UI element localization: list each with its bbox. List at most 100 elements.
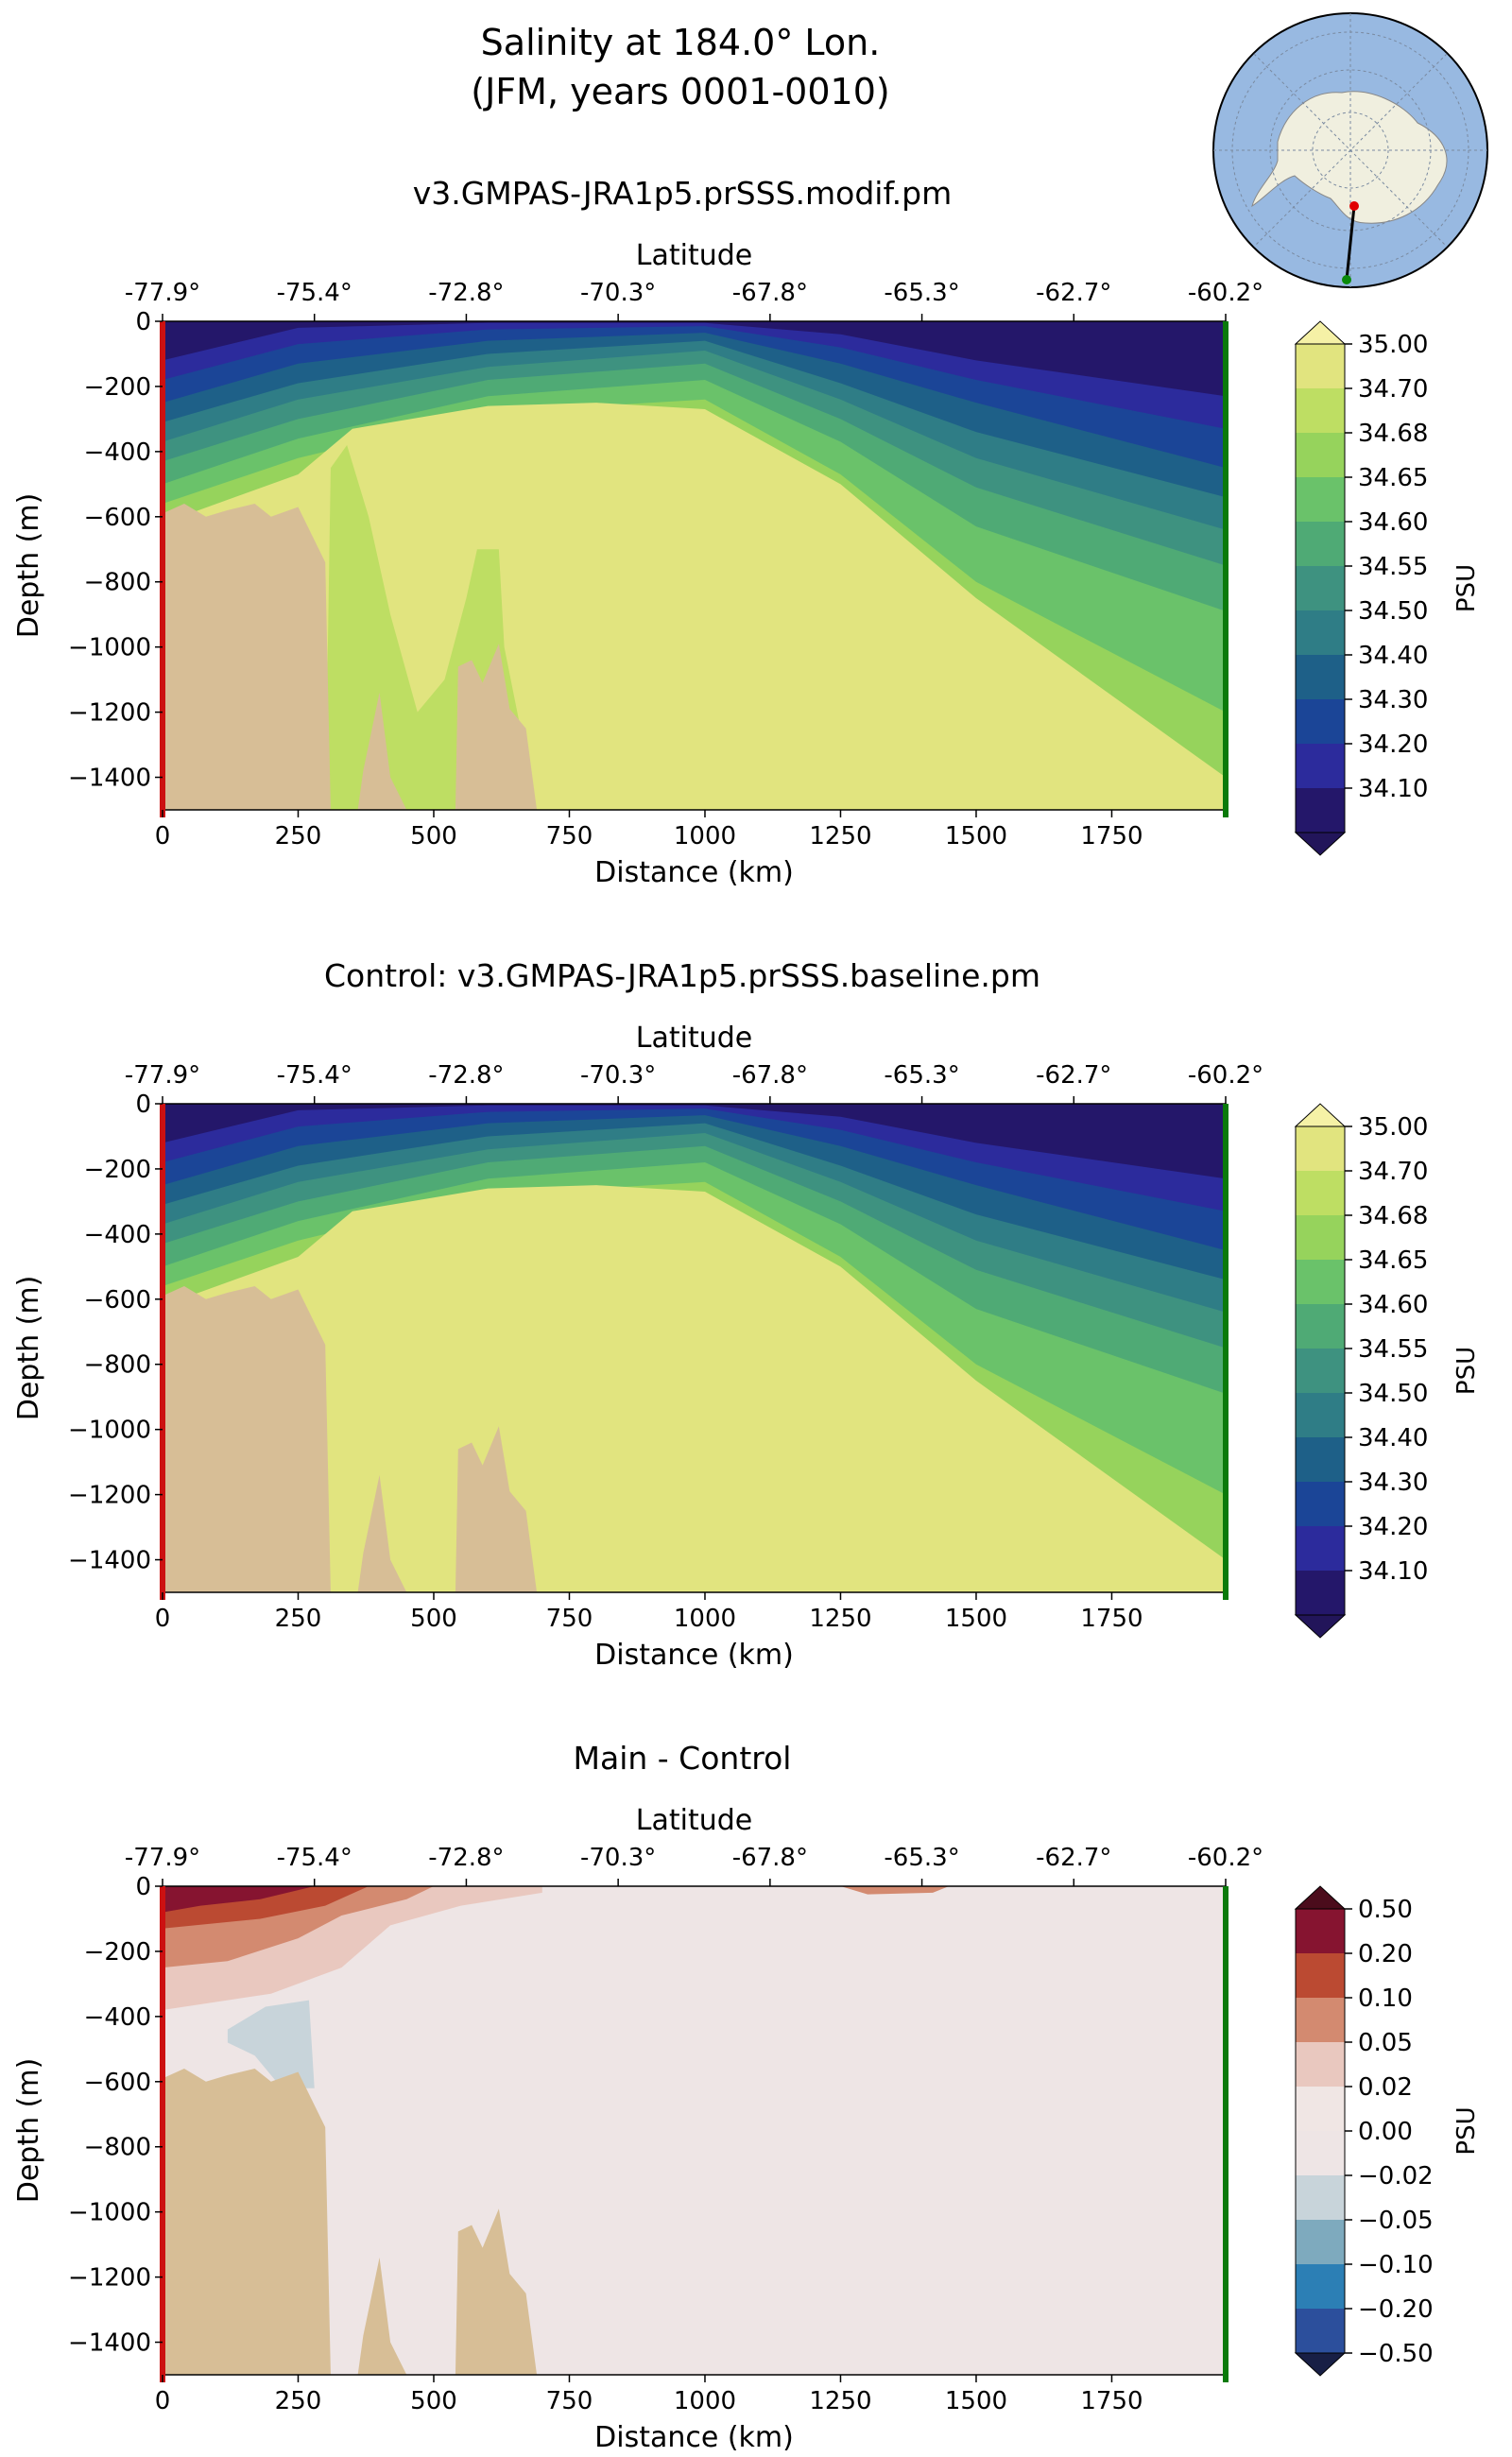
panel-2-title: Control: v3.GMPAS-JRA1p5.prSSS.baseline.… — [324, 957, 1040, 994]
x-tick-label: 1750 — [1080, 2387, 1143, 2415]
section-end-marker — [1342, 275, 1351, 284]
lat-tick-label: -62.7° — [1036, 279, 1111, 307]
section-start-marker — [1349, 201, 1359, 211]
colorbar-tick-label: 34.68 — [1358, 420, 1428, 448]
colorbar-label: PSU — [1452, 2106, 1481, 2155]
x-tick-label: 1750 — [1080, 822, 1143, 850]
figure-title-line2: (JFM, years 0001-0010) — [471, 71, 889, 112]
x-tick-label: 1250 — [809, 822, 871, 850]
x-tick-label: 1500 — [945, 2387, 1007, 2415]
lat-tick-label: -67.8° — [732, 1061, 808, 1090]
colorbar-swatch — [1296, 788, 1345, 833]
colorbar-tick-label: 34.20 — [1358, 1513, 1428, 1541]
x-axis-label: Distance (km) — [594, 856, 794, 889]
colorbar-swatch — [1296, 1437, 1345, 1482]
colorbar-swatch — [1296, 344, 1345, 388]
colorbar-frame — [1295, 343, 1346, 833]
colorbar-extend-top — [1294, 1103, 1347, 1127]
lat-tick-label: -65.3° — [884, 1844, 959, 1872]
panel-1-title: v3.GMPAS-JRA1p5.prSSS.modif.pm — [413, 175, 953, 212]
colorbar-tick-label: 34.60 — [1358, 508, 1428, 537]
x-tick-label: 1000 — [674, 822, 736, 850]
panel-3-title: Main - Control — [574, 1740, 792, 1777]
x-tick-label: 500 — [410, 2387, 457, 2415]
colorbar-tick-label: −0.20 — [1358, 2295, 1434, 2324]
section-line — [1345, 205, 1356, 281]
y-tick-label: 0 — [135, 1091, 151, 1119]
colorbar-tick-label: 34.60 — [1358, 1291, 1428, 1319]
colorbar-swatch — [1296, 1953, 1345, 1998]
y-axis-label: Depth (m) — [12, 1276, 45, 1421]
x-tick-label: 0 — [155, 822, 171, 850]
y-tick-label: −800 — [84, 569, 151, 597]
colorbar-swatch — [1296, 477, 1345, 522]
colorbar-extend-bottom — [1294, 2352, 1347, 2377]
y-tick-label: 0 — [135, 308, 151, 336]
colorbar-swatch — [1296, 655, 1345, 699]
x-tick-label: 1250 — [809, 1605, 871, 1633]
colorbar-label: PSU — [1452, 564, 1481, 612]
x-axis-label: Distance (km) — [594, 1639, 794, 1672]
y-tick-label: −200 — [84, 1938, 151, 1967]
section-end-bar — [1223, 1886, 1228, 2382]
colorbar-frame — [1295, 1125, 1346, 1616]
colorbar-tick-label: 34.10 — [1358, 1557, 1428, 1586]
colorbar-swatch — [1296, 1482, 1345, 1526]
colorbar-tick-label: −0.50 — [1358, 2340, 1434, 2368]
colorbar-extend-bottom — [1294, 832, 1347, 856]
colorbar-swatch — [1296, 2264, 1345, 2309]
y-tick-label: −1400 — [68, 765, 151, 793]
y-tick-label: −400 — [84, 1221, 151, 1249]
y-tick-label: −1000 — [68, 2199, 151, 2227]
y-tick-label: −600 — [84, 504, 151, 532]
x-tick-label: 250 — [275, 822, 322, 850]
colorbar-tick-label: 0.00 — [1358, 2118, 1413, 2146]
colorbar-tick-label: 34.68 — [1358, 1202, 1428, 1230]
x-tick-label: 500 — [410, 822, 457, 850]
y-tick-label: −600 — [84, 2069, 151, 2097]
y-tick-label: −1400 — [68, 2329, 151, 2358]
colorbar-tick-label: 34.40 — [1358, 642, 1428, 670]
colorbar-swatch — [1296, 522, 1345, 566]
colorbar-swatch — [1296, 2042, 1345, 2087]
x-tick-label: 750 — [546, 1605, 593, 1633]
lat-tick-label: -60.2° — [1188, 279, 1263, 307]
colorbar-tick-label: 0.02 — [1358, 2073, 1413, 2102]
colorbar-swatch — [1296, 699, 1345, 744]
x-tick-label: 1750 — [1080, 1605, 1143, 1633]
colorbar-swatch — [1296, 1171, 1345, 1215]
colorbar-tick-label: −0.10 — [1358, 2251, 1434, 2279]
lat-tick-label: -60.2° — [1188, 1061, 1263, 1090]
y-tick-label: −1000 — [68, 1417, 151, 1445]
y-tick-label: −1000 — [68, 634, 151, 662]
x-tick-label: 500 — [410, 1605, 457, 1633]
diff-band-0.50 — [163, 1886, 315, 1913]
y-tick-label: −400 — [84, 2003, 151, 2032]
bathymetry — [163, 2069, 538, 2375]
colorbar-tick-label: 34.70 — [1358, 375, 1428, 404]
colorbar-swatch — [1296, 1909, 1345, 1953]
colorbar-swatch — [1296, 744, 1345, 788]
colorbar-swatch — [1296, 433, 1345, 477]
colorbar-extend-top — [1294, 1885, 1347, 1910]
y-tick-label: −1200 — [68, 699, 151, 728]
lat-tick-label: -77.9° — [125, 279, 200, 307]
x-tick-label: 750 — [546, 2387, 593, 2415]
y-tick-label: −1400 — [68, 1547, 151, 1575]
panel-difference: 0 250 500 750 1000 1250 1500 1750 Distance (km) 0… — [12, 1804, 1481, 2454]
top-axis-label: Latitude — [636, 1022, 752, 1055]
colorbar-tick-label: 34.10 — [1358, 775, 1428, 803]
lat-tick-label: -62.7° — [1036, 1061, 1111, 1090]
colorbar-tick-label: 34.30 — [1358, 686, 1428, 714]
lat-tick-label: -60.2° — [1188, 1844, 1263, 1872]
x-tick-label: 250 — [275, 2387, 322, 2415]
top-axis-label: Latitude — [636, 1804, 752, 1837]
section-start-bar — [160, 1886, 165, 2382]
colorbar-extend-top — [1294, 320, 1347, 345]
colorbar-swatch — [1296, 1393, 1345, 1437]
colorbar-tick-label: 0.20 — [1358, 1940, 1413, 1968]
colorbar-tick-label: 34.20 — [1358, 730, 1428, 759]
x-tick-label: 1000 — [674, 2387, 736, 2415]
x-axis-label: Distance (km) — [594, 2421, 794, 2454]
section-end-bar — [1223, 1104, 1228, 1600]
